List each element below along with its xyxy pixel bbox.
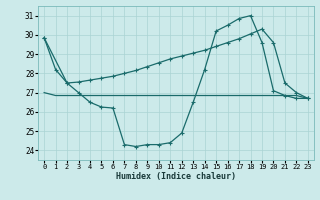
X-axis label: Humidex (Indice chaleur): Humidex (Indice chaleur): [116, 172, 236, 181]
